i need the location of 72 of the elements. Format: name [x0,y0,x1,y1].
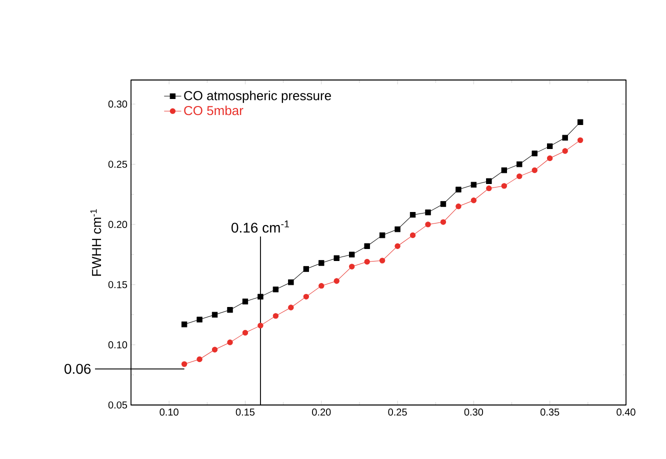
y-tick-label: 0.25 [108,160,128,168]
y-tick-label: 0.05 [108,401,128,409]
point [532,167,538,174]
point [501,167,508,174]
point [456,204,462,210]
point [227,340,233,346]
point [501,183,508,189]
point [379,258,386,264]
point [516,173,522,180]
point [303,294,310,300]
x-tick-label: 0.40 [616,408,636,416]
point [196,316,202,322]
point [334,278,340,284]
point [532,150,538,156]
point [410,232,416,238]
point [181,361,188,367]
point [364,258,370,265]
point [227,307,233,313]
point [212,346,218,352]
point [258,322,264,328]
point [272,286,279,292]
point [318,260,324,266]
point [242,330,248,336]
x-tick-label: 0.35 [540,408,560,416]
point [349,264,355,270]
point [440,219,446,225]
x-tick-label: 0.25 [388,408,407,416]
point [288,304,294,310]
point [303,266,310,272]
point [394,243,400,249]
point [547,155,553,162]
text: 0.06 [64,364,91,374]
point [288,279,294,286]
x-tick-label: 0.30 [464,408,484,416]
point [516,161,522,168]
point [486,178,492,184]
y-axis-title: FWHH cm$^{-1}$ [90,209,102,276]
x-tick-label: 0.10 [160,408,178,416]
point [577,119,584,125]
point [562,134,568,141]
point [181,322,188,328]
point [440,201,446,207]
y-tick-label: 0.30 [108,100,128,108]
point [486,185,492,192]
point [410,212,416,218]
point [547,143,553,150]
point [364,243,370,249]
point [379,232,386,238]
point [456,186,462,192]
point [562,148,568,154]
point [349,252,355,258]
y-tick-label: 0.20 [108,220,128,228]
legend-label: CO atmospheric pressure [184,90,331,103]
point [577,137,584,144]
point [470,198,477,204]
x-tick-label: 0.15 [236,408,255,416]
point [242,298,248,304]
point [318,282,324,289]
point [394,226,400,232]
point [272,313,279,319]
legend-label: CO 5mbar [184,106,244,116]
point [470,182,477,188]
point [196,356,202,362]
ref-line-label: 0.16 cm$^{-1}$ [232,220,289,233]
point [425,210,431,216]
point [334,255,340,261]
y-tick-label: 0.10 [108,341,128,348]
point [212,312,218,318]
y-tick-label: 0.15 [108,281,128,288]
point [425,222,431,228]
point [258,294,264,300]
x-tick-label: 0.20 [312,408,331,416]
